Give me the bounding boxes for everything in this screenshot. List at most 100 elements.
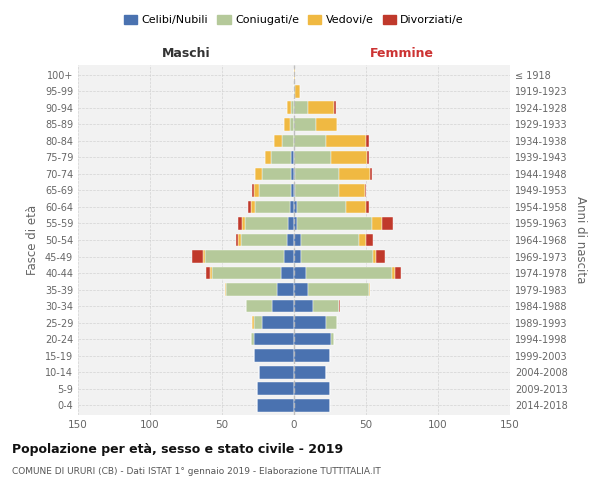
Bar [259,366,294,378]
Bar [255,200,290,213]
Bar [331,151,367,164]
Bar [294,102,308,114]
Bar [291,151,294,164]
Bar [294,234,301,246]
Bar [238,217,242,230]
Bar [284,250,294,263]
Bar [287,234,294,246]
Bar [294,68,295,82]
Bar [326,316,337,329]
Bar [295,184,338,197]
Bar [247,300,272,312]
Bar [262,168,291,180]
Bar [294,316,326,329]
Bar [248,200,251,213]
Bar [313,300,338,312]
Bar [295,168,338,180]
Bar [305,266,392,280]
Bar [372,217,382,230]
Bar [297,200,346,213]
Bar [277,283,294,296]
Bar [212,266,281,280]
Bar [376,250,385,263]
Text: Femmine: Femmine [370,47,434,60]
Bar [205,250,284,263]
Bar [241,234,287,246]
Bar [225,283,226,296]
Bar [301,234,359,246]
Bar [238,234,241,246]
Bar [257,398,294,411]
Bar [290,200,294,213]
Bar [211,266,212,280]
Bar [254,184,259,197]
Bar [236,234,238,246]
Bar [294,85,295,98]
Bar [295,85,300,98]
Bar [338,168,370,180]
Bar [274,134,283,147]
Bar [284,118,290,131]
Bar [366,234,373,246]
Bar [288,217,294,230]
Bar [294,250,301,263]
Bar [255,168,262,180]
Bar [392,266,395,280]
Bar [252,184,254,197]
Bar [365,184,366,197]
Bar [206,266,211,280]
Bar [254,332,294,345]
Bar [294,366,326,378]
Bar [294,168,295,180]
Bar [338,184,365,197]
Bar [294,300,313,312]
Bar [294,398,330,411]
Bar [251,200,255,213]
Text: Popolazione per età, sesso e stato civile - 2019: Popolazione per età, sesso e stato civil… [12,442,343,456]
Bar [265,151,271,164]
Bar [294,332,331,345]
Bar [290,118,294,131]
Bar [294,217,297,230]
Bar [291,168,294,180]
Bar [203,250,205,263]
Bar [294,151,331,164]
Bar [294,200,297,213]
Bar [294,184,295,197]
Bar [382,217,394,230]
Bar [294,382,330,395]
Bar [281,266,294,280]
Bar [192,250,203,263]
Bar [287,102,291,114]
Bar [338,300,340,312]
Bar [294,349,330,362]
Bar [254,349,294,362]
Legend: Celibi/Nubili, Coniugati/e, Vedovi/e, Divorziati/e: Celibi/Nubili, Coniugati/e, Vedovi/e, Di… [119,10,469,30]
Bar [252,316,254,329]
Bar [367,151,369,164]
Bar [301,250,373,263]
Bar [334,102,336,114]
Bar [366,134,369,147]
Bar [262,316,294,329]
Bar [283,134,294,147]
Text: Maschi: Maschi [161,47,211,60]
Bar [272,300,294,312]
Y-axis label: Anni di nascita: Anni di nascita [574,196,587,284]
Bar [251,332,254,345]
Text: COMUNE DI URURI (CB) - Dati ISTAT 1° gennaio 2019 - Elaborazione TUTTITALIA.IT: COMUNE DI URURI (CB) - Dati ISTAT 1° gen… [12,468,381,476]
Bar [245,217,288,230]
Bar [395,266,401,280]
Bar [291,102,294,114]
Bar [254,316,262,329]
Bar [259,184,291,197]
Bar [359,234,366,246]
Bar [226,283,277,296]
Bar [326,134,366,147]
Bar [294,266,305,280]
Bar [242,217,245,230]
Bar [369,283,370,296]
Bar [291,184,294,197]
Bar [257,382,294,395]
Bar [308,102,334,114]
